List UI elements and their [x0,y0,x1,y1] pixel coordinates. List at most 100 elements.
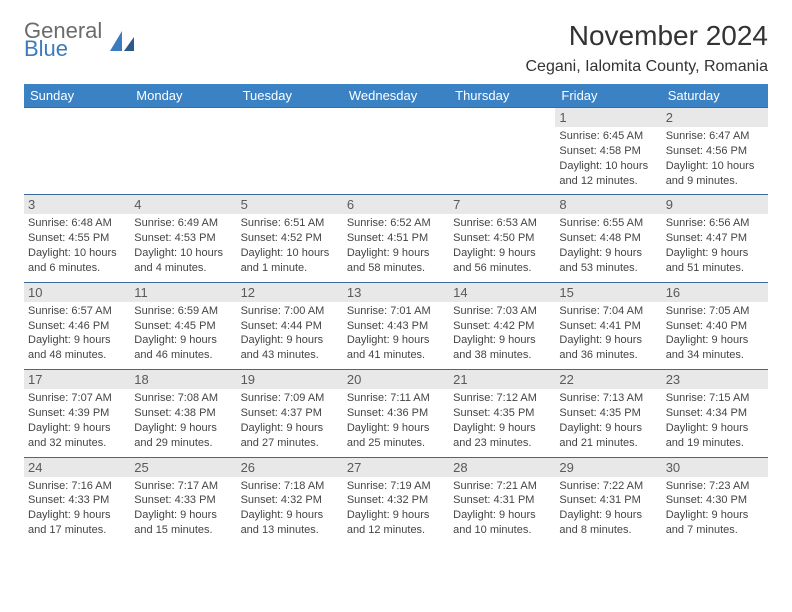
daylight-text: Daylight: 9 hours and 32 minutes. [28,421,126,451]
daylight-text: Daylight: 9 hours and 46 minutes. [134,333,232,363]
day-data: Sunrise: 7:22 AMSunset: 4:31 PMDaylight:… [555,477,661,544]
calendar-week-row: 1Sunrise: 6:45 AMSunset: 4:58 PMDaylight… [24,108,768,195]
day-data: Sunrise: 6:47 AMSunset: 4:56 PMDaylight:… [662,127,768,194]
daylight-text: Daylight: 9 hours and 43 minutes. [241,333,339,363]
calendar-day-cell [130,108,236,195]
day-number: 17 [24,370,130,389]
day-data: Sunrise: 6:55 AMSunset: 4:48 PMDaylight:… [555,214,661,281]
calendar-day-cell: 22Sunrise: 7:13 AMSunset: 4:35 PMDayligh… [555,370,661,457]
calendar-day-cell: 26Sunrise: 7:18 AMSunset: 4:32 PMDayligh… [237,457,343,544]
daylight-text: Daylight: 10 hours and 1 minute. [241,246,339,276]
sunset-text: Sunset: 4:39 PM [28,406,126,421]
calendar-body: 1Sunrise: 6:45 AMSunset: 4:58 PMDaylight… [24,108,768,544]
daylight-text: Daylight: 9 hours and 19 minutes. [666,421,764,451]
day-data: Sunrise: 6:57 AMSunset: 4:46 PMDaylight:… [24,302,130,369]
calendar-day-cell: 14Sunrise: 7:03 AMSunset: 4:42 PMDayligh… [449,282,555,369]
calendar-day-cell: 19Sunrise: 7:09 AMSunset: 4:37 PMDayligh… [237,370,343,457]
sunrise-text: Sunrise: 7:04 AM [559,304,657,319]
day-number: 24 [24,458,130,477]
day-data: Sunrise: 6:53 AMSunset: 4:50 PMDaylight:… [449,214,555,281]
day-header: Tuesday [237,84,343,108]
daylight-text: Daylight: 9 hours and 53 minutes. [559,246,657,276]
calendar-day-cell: 6Sunrise: 6:52 AMSunset: 4:51 PMDaylight… [343,195,449,282]
daylight-text: Daylight: 10 hours and 9 minutes. [666,159,764,189]
day-data: Sunrise: 7:15 AMSunset: 4:34 PMDaylight:… [662,389,768,456]
day-number: 21 [449,370,555,389]
sunset-text: Sunset: 4:30 PM [666,493,764,508]
day-number: 19 [237,370,343,389]
daylight-text: Daylight: 9 hours and 56 minutes. [453,246,551,276]
day-number: 10 [24,283,130,302]
calendar-day-cell: 18Sunrise: 7:08 AMSunset: 4:38 PMDayligh… [130,370,236,457]
sunset-text: Sunset: 4:38 PM [134,406,232,421]
day-number: 15 [555,283,661,302]
location-subtitle: Cegani, Ialomita County, Romania [526,58,769,76]
day-data: Sunrise: 7:09 AMSunset: 4:37 PMDaylight:… [237,389,343,456]
day-data: Sunrise: 6:49 AMSunset: 4:53 PMDaylight:… [130,214,236,281]
day-data: Sunrise: 6:52 AMSunset: 4:51 PMDaylight:… [343,214,449,281]
sunrise-text: Sunrise: 7:23 AM [666,479,764,494]
calendar-week-row: 3Sunrise: 6:48 AMSunset: 4:55 PMDaylight… [24,195,768,282]
sunset-text: Sunset: 4:46 PM [28,319,126,334]
daylight-text: Daylight: 9 hours and 41 minutes. [347,333,445,363]
daylight-text: Daylight: 9 hours and 21 minutes. [559,421,657,451]
day-header: Thursday [449,84,555,108]
sunrise-text: Sunrise: 6:45 AM [559,129,657,144]
sunrise-text: Sunrise: 6:47 AM [666,129,764,144]
sunset-text: Sunset: 4:36 PM [347,406,445,421]
calendar-day-cell: 4Sunrise: 6:49 AMSunset: 4:53 PMDaylight… [130,195,236,282]
sunset-text: Sunset: 4:33 PM [28,493,126,508]
calendar-day-cell: 16Sunrise: 7:05 AMSunset: 4:40 PMDayligh… [662,282,768,369]
logo-text: General Blue [24,20,102,60]
daylight-text: Daylight: 9 hours and 7 minutes. [666,508,764,538]
sunset-text: Sunset: 4:34 PM [666,406,764,421]
day-number: 11 [130,283,236,302]
calendar-day-cell [24,108,130,195]
calendar-day-cell: 11Sunrise: 6:59 AMSunset: 4:45 PMDayligh… [130,282,236,369]
calendar-day-cell: 15Sunrise: 7:04 AMSunset: 4:41 PMDayligh… [555,282,661,369]
day-data: Sunrise: 6:51 AMSunset: 4:52 PMDaylight:… [237,214,343,281]
sunrise-text: Sunrise: 7:17 AM [134,479,232,494]
sunrise-text: Sunrise: 6:59 AM [134,304,232,319]
day-data: Sunrise: 6:45 AMSunset: 4:58 PMDaylight:… [555,127,661,194]
day-data: Sunrise: 7:04 AMSunset: 4:41 PMDaylight:… [555,302,661,369]
day-number: 22 [555,370,661,389]
sunset-text: Sunset: 4:40 PM [666,319,764,334]
calendar-table: Sunday Monday Tuesday Wednesday Thursday… [24,84,768,544]
day-data: Sunrise: 7:08 AMSunset: 4:38 PMDaylight:… [130,389,236,456]
day-header: Monday [130,84,236,108]
sunrise-text: Sunrise: 7:16 AM [28,479,126,494]
sunrise-text: Sunrise: 7:05 AM [666,304,764,319]
title-block: November 2024 Cegani, Ialomita County, R… [526,20,769,76]
sunset-text: Sunset: 4:43 PM [347,319,445,334]
calendar-day-cell: 20Sunrise: 7:11 AMSunset: 4:36 PMDayligh… [343,370,449,457]
sunset-text: Sunset: 4:37 PM [241,406,339,421]
sunset-text: Sunset: 4:52 PM [241,231,339,246]
daylight-text: Daylight: 9 hours and 29 minutes. [134,421,232,451]
day-data: Sunrise: 7:07 AMSunset: 4:39 PMDaylight:… [24,389,130,456]
day-number: 12 [237,283,343,302]
sunset-text: Sunset: 4:31 PM [559,493,657,508]
calendar-day-cell: 13Sunrise: 7:01 AMSunset: 4:43 PMDayligh… [343,282,449,369]
day-data: Sunrise: 7:16 AMSunset: 4:33 PMDaylight:… [24,477,130,544]
day-number: 20 [343,370,449,389]
calendar-day-cell: 5Sunrise: 6:51 AMSunset: 4:52 PMDaylight… [237,195,343,282]
sunrise-text: Sunrise: 6:57 AM [28,304,126,319]
sunrise-text: Sunrise: 7:03 AM [453,304,551,319]
sunrise-text: Sunrise: 7:09 AM [241,391,339,406]
calendar-day-cell: 17Sunrise: 7:07 AMSunset: 4:39 PMDayligh… [24,370,130,457]
day-number: 6 [343,195,449,214]
day-header: Friday [555,84,661,108]
daylight-text: Daylight: 9 hours and 12 minutes. [347,508,445,538]
sunrise-text: Sunrise: 7:22 AM [559,479,657,494]
calendar-day-cell [449,108,555,195]
sunrise-text: Sunrise: 7:19 AM [347,479,445,494]
calendar-week-row: 17Sunrise: 7:07 AMSunset: 4:39 PMDayligh… [24,370,768,457]
sunrise-text: Sunrise: 6:56 AM [666,216,764,231]
sunset-text: Sunset: 4:44 PM [241,319,339,334]
day-number: 23 [662,370,768,389]
daylight-text: Daylight: 9 hours and 27 minutes. [241,421,339,451]
calendar-day-cell [343,108,449,195]
daylight-text: Daylight: 9 hours and 17 minutes. [28,508,126,538]
daylight-text: Daylight: 9 hours and 8 minutes. [559,508,657,538]
